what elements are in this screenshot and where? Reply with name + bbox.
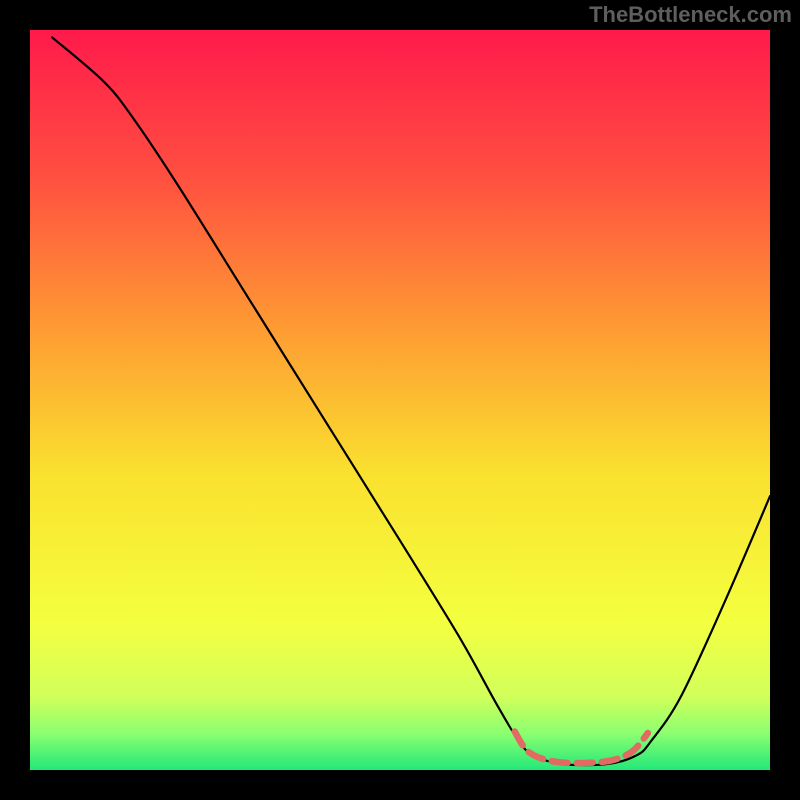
- chart-frame: TheBottleneck.com: [0, 0, 800, 800]
- gradient-background: [30, 30, 770, 770]
- plot-area: [30, 30, 770, 770]
- plot-svg: [30, 30, 770, 770]
- watermark-text: TheBottleneck.com: [589, 2, 792, 28]
